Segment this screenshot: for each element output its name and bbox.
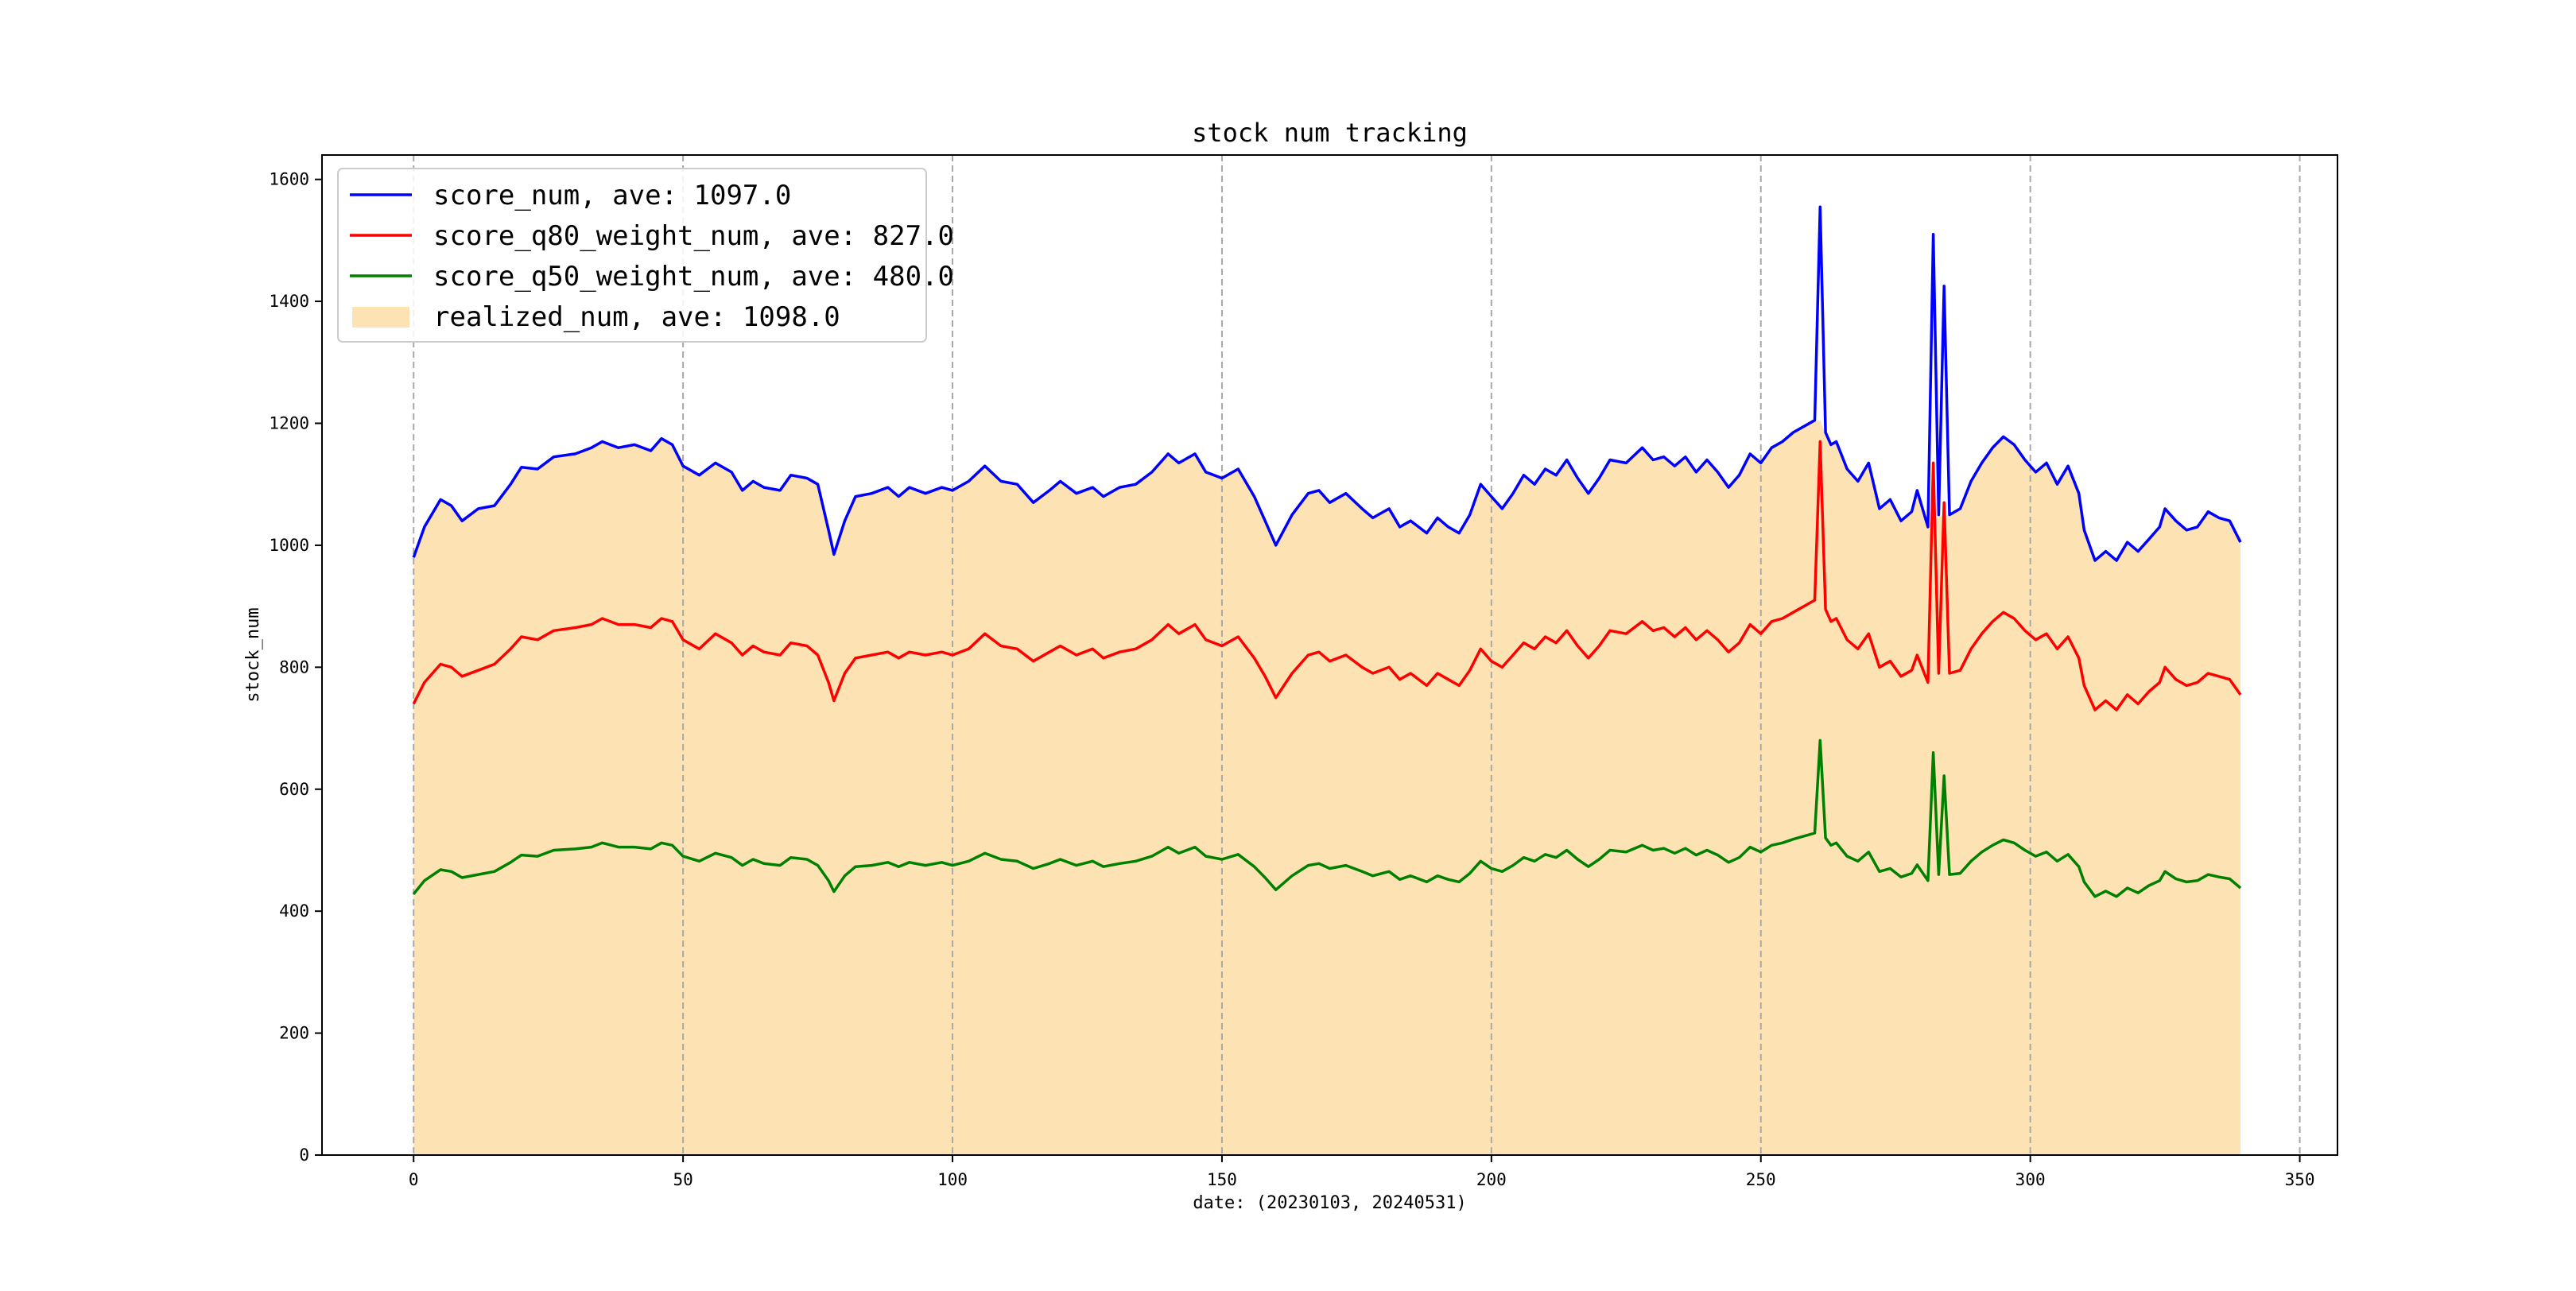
legend-label-3: realized_num, ave: 1098.0 xyxy=(433,301,840,333)
y-tick-label: 600 xyxy=(279,780,309,799)
y-tick-label: 1200 xyxy=(269,414,309,433)
line-layer xyxy=(412,205,2242,898)
x-tick-label: 50 xyxy=(673,1170,692,1189)
legend-label-1: score_q80_weight_num, ave: 827.0 xyxy=(433,220,954,252)
y-tick-label: 1000 xyxy=(269,536,309,555)
legend-box xyxy=(337,168,927,343)
y-tick-label: 0 xyxy=(299,1146,309,1165)
x-tick-label: 300 xyxy=(2015,1170,2046,1189)
y-tick-label: 1600 xyxy=(269,170,309,189)
y-axis-ticks: 0 200 400 600 800 1000 1200 1400 1600 xyxy=(269,170,322,1165)
y-tick-label: 1400 xyxy=(269,292,309,311)
legend-items: score_num, ave: 1097.0 score_q80_weight_n… xyxy=(350,180,954,333)
plot-frame xyxy=(321,154,2338,1156)
legend-label-2: score_q50_weight_num, ave: 480.0 xyxy=(433,261,954,293)
series-line-0 xyxy=(412,205,2242,562)
area-layer xyxy=(413,420,2241,1155)
x-axis-ticks: 0 50 100 150 200 250 300 350 xyxy=(409,1155,2315,1189)
series-line-1 xyxy=(412,440,2242,711)
x-tick-label: 350 xyxy=(2285,1170,2315,1189)
x-axis-label: date: (20230103, 20240531) xyxy=(1193,1193,1466,1213)
x-tick-label: 200 xyxy=(1476,1170,1507,1189)
y-tick-label: 400 xyxy=(279,901,309,921)
x-tick-label: 0 xyxy=(409,1170,419,1189)
y-tick-label: 800 xyxy=(279,657,309,677)
x-tick-label: 100 xyxy=(937,1170,968,1189)
x-tick-label: 250 xyxy=(1746,1170,1776,1189)
y-axis-label: stock_num xyxy=(243,607,263,702)
chart-title: stock num tracking xyxy=(1192,118,1468,148)
y-tick-label: 200 xyxy=(279,1024,309,1043)
legend-label-0: score_num, ave: 1097.0 xyxy=(433,180,791,211)
series-line-2 xyxy=(412,739,2242,898)
legend-swatch-3 xyxy=(352,307,409,328)
x-tick-label: 150 xyxy=(1207,1170,1237,1189)
series-area-3 xyxy=(413,420,2241,1155)
legend: score_num, ave: 1097.0 score_q80_weight_n… xyxy=(337,168,954,343)
